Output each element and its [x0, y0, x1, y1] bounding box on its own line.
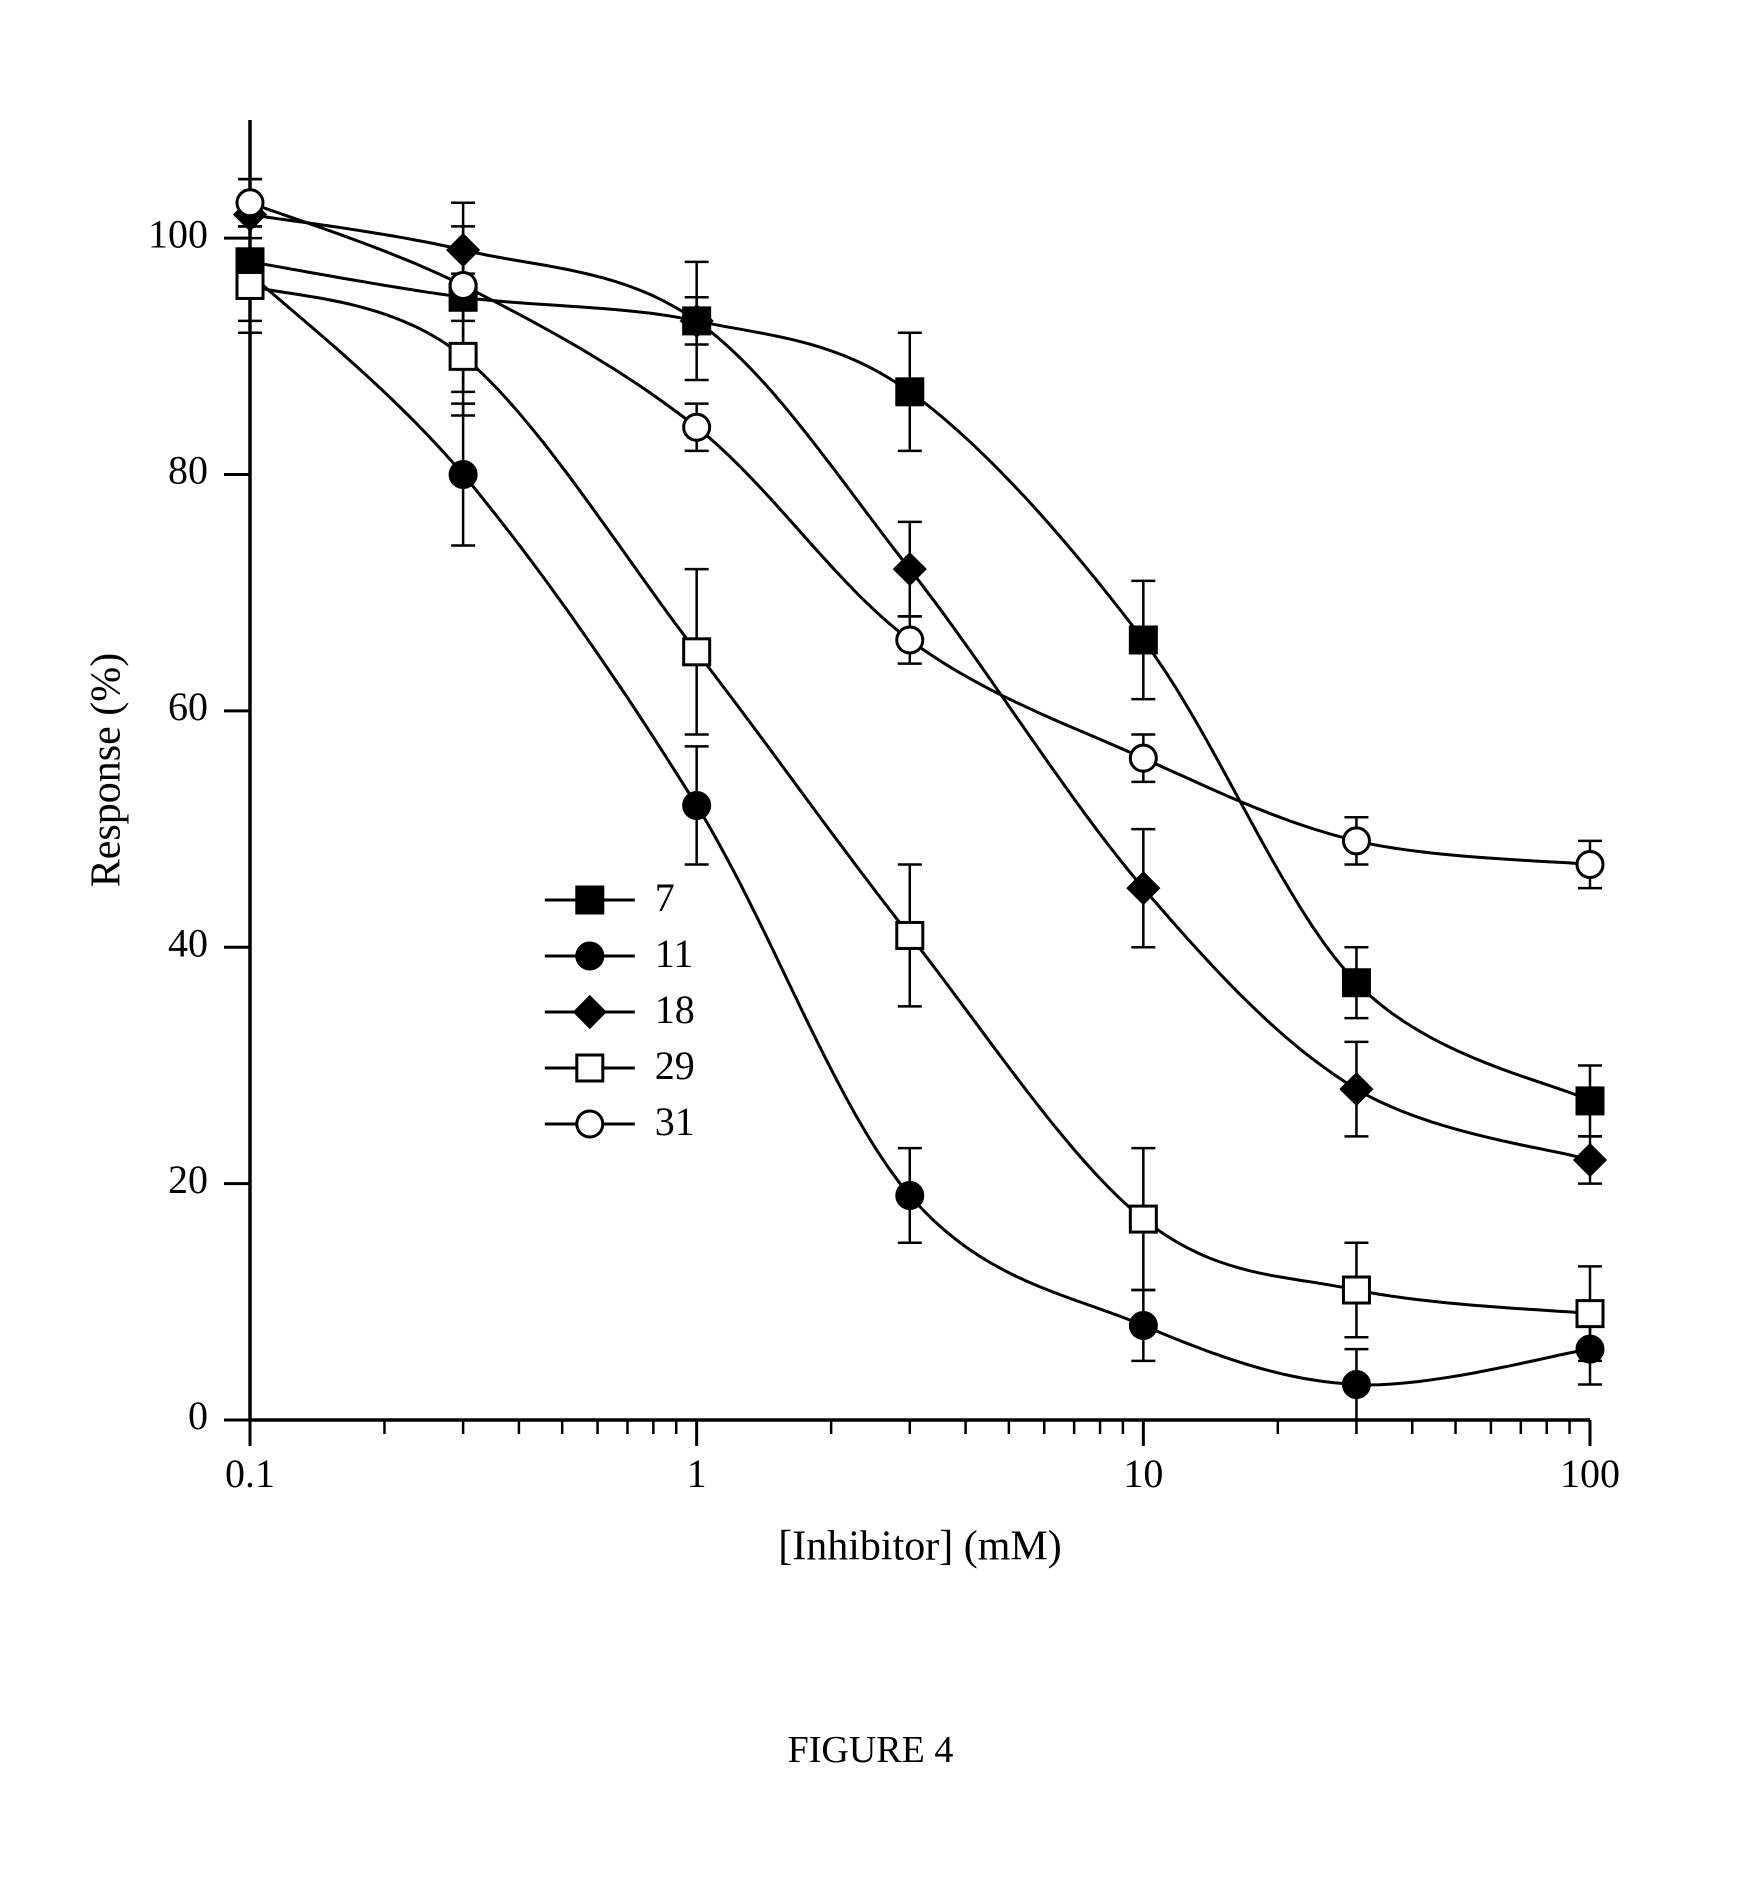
legend: 7 11 18 29 31	[545, 875, 695, 1144]
svg-text:29: 29	[655, 1043, 695, 1088]
svg-text:10: 10	[1123, 1451, 1163, 1496]
svg-text:100: 100	[1560, 1451, 1620, 1496]
svg-text:0: 0	[188, 1393, 208, 1438]
svg-text:0.1: 0.1	[225, 1451, 275, 1496]
svg-text:7: 7	[655, 875, 675, 920]
series-s31	[237, 179, 1603, 888]
svg-text:31: 31	[655, 1099, 695, 1144]
svg-text:20: 20	[168, 1157, 208, 1202]
svg-text:80: 80	[168, 448, 208, 493]
svg-text:[Inhibitor] (mM): [Inhibitor] (mM)	[778, 1524, 1061, 1570]
svg-text:100: 100	[148, 211, 208, 256]
svg-text:18: 18	[655, 987, 695, 1032]
figure-caption: FIGURE 4	[0, 1728, 1741, 1772]
series-s18	[235, 179, 1605, 1184]
svg-text:11: 11	[655, 931, 694, 976]
figure: 0 20 40 60 80 100 Response (%) 0.1 1 10 100 [Inhibi…	[0, 0, 1741, 1892]
svg-text:Response (%): Response (%)	[84, 653, 130, 887]
svg-text:40: 40	[168, 920, 208, 965]
dose-response-chart: 0 20 40 60 80 100 Response (%) 0.1 1 10 100 [Inhibi…	[0, 0, 1741, 1892]
svg-text:1: 1	[687, 1451, 707, 1496]
svg-text:60: 60	[168, 684, 208, 729]
